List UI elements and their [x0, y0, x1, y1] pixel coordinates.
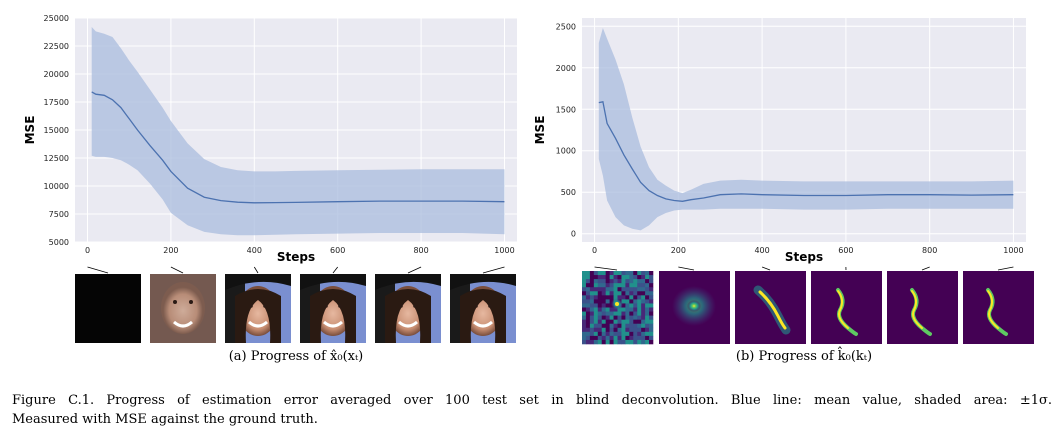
x-tick-label: 0	[85, 246, 90, 255]
thumb-connector	[921, 266, 930, 271]
y-axis-label-a: MSE	[23, 116, 37, 145]
thumb-a-step-600	[300, 274, 366, 343]
std-band-b	[598, 28, 1014, 231]
x-axis-label-a: Steps	[277, 250, 315, 264]
thumb-connectors-b	[594, 266, 1014, 271]
y-tick-label: 2500	[556, 22, 576, 31]
y-tick-label: 17500	[44, 98, 69, 107]
y-axis-label-b: MSE	[533, 116, 547, 145]
thumb-connector	[407, 266, 422, 274]
thumb-a-step-1000	[450, 274, 516, 343]
subcaption-a: (a) Progress of x̂₀(xₜ)	[229, 349, 364, 364]
y-tick-label: 25000	[44, 14, 69, 23]
thumb-a-step-400	[225, 274, 291, 343]
thumb-connector	[253, 266, 259, 274]
x-ticks-b: 0 200 400 600 800 1000	[592, 246, 1024, 255]
thumb-connector	[170, 266, 184, 274]
thumb-connector	[594, 266, 618, 271]
x-axis-label-b: Steps	[785, 250, 823, 264]
y-tick-label: 1500	[556, 105, 576, 114]
panel-a: 0 200 400 600 800 1000 5000 7500 10000 12500 1500…	[23, 14, 517, 364]
panel-b: 0 200 400 600 800 1000 0 500 1000 1500 2000 2500 S…	[533, 18, 1034, 364]
subcaption-b: (b) Progress of k̂₀(kₜ)	[736, 346, 872, 364]
y-tick-label: 5000	[49, 238, 69, 247]
thumb-b-step-200	[659, 271, 730, 344]
y-tick-label: 20000	[44, 70, 69, 79]
x-tick-label: 600	[330, 246, 345, 255]
thumb-a-step-200	[150, 274, 216, 343]
x-tick-label: 600	[838, 246, 853, 255]
y-tick-label: 0	[571, 230, 576, 239]
x-tick-label: 1000	[494, 246, 514, 255]
x-tick-label: 1000	[1003, 246, 1023, 255]
thumb-b-step-800	[887, 271, 958, 344]
x-tick-label: 0	[592, 246, 597, 255]
y-tick-label: 15000	[44, 126, 69, 135]
thumb-b-step-1000	[963, 271, 1034, 344]
y-tick-label: 500	[561, 188, 576, 197]
x-tick-label: 400	[247, 246, 262, 255]
thumb-connector	[482, 266, 505, 274]
y-ticks-a: 5000 7500 10000 12500 15000 17500 20000 22500 25…	[44, 14, 69, 247]
thumb-connector	[332, 266, 339, 274]
mean-line-a	[91, 91, 505, 204]
y-tick-label: 12500	[44, 154, 69, 163]
thumb-connector	[678, 266, 695, 271]
x-ticks-a: 0 200 400 600 800 1000	[85, 246, 515, 255]
thumb-b-step-400	[735, 271, 806, 344]
x-tick-label: 200	[671, 246, 686, 255]
thumb-connector	[87, 266, 109, 274]
figure-caption-line-1: Figure C.1. Progress of estimation error…	[12, 393, 1052, 408]
y-tick-label: 2000	[556, 64, 576, 73]
thumb-a-step-0	[75, 274, 141, 343]
grid-a	[75, 17, 517, 243]
std-band-a	[91, 27, 505, 236]
y-tick-label: 22500	[44, 42, 69, 51]
x-tick-label: 800	[922, 246, 937, 255]
thumb-b-step-0	[582, 271, 654, 345]
thumb-connectors-a	[87, 266, 505, 274]
y-tick-label: 10000	[44, 182, 69, 191]
x-tick-label: 400	[754, 246, 769, 255]
mean-line-b	[598, 101, 1014, 202]
thumb-b-step-600	[811, 271, 882, 344]
y-tick-label: 1000	[556, 147, 576, 156]
thumb-connector	[997, 266, 1014, 271]
thumb-a-step-800	[375, 274, 441, 343]
x-tick-label: 800	[413, 246, 428, 255]
thumb-connector	[761, 266, 771, 271]
figure-caption: Figure C.1. Progress of estimation error…	[12, 391, 1052, 429]
y-ticks-b: 0 500 1000 1500 2000 2500	[556, 22, 576, 238]
x-tick-label: 200	[163, 246, 178, 255]
y-tick-label: 7500	[49, 210, 69, 219]
figure-caption-line-2: Measured with MSE against the ground tru…	[12, 412, 318, 427]
